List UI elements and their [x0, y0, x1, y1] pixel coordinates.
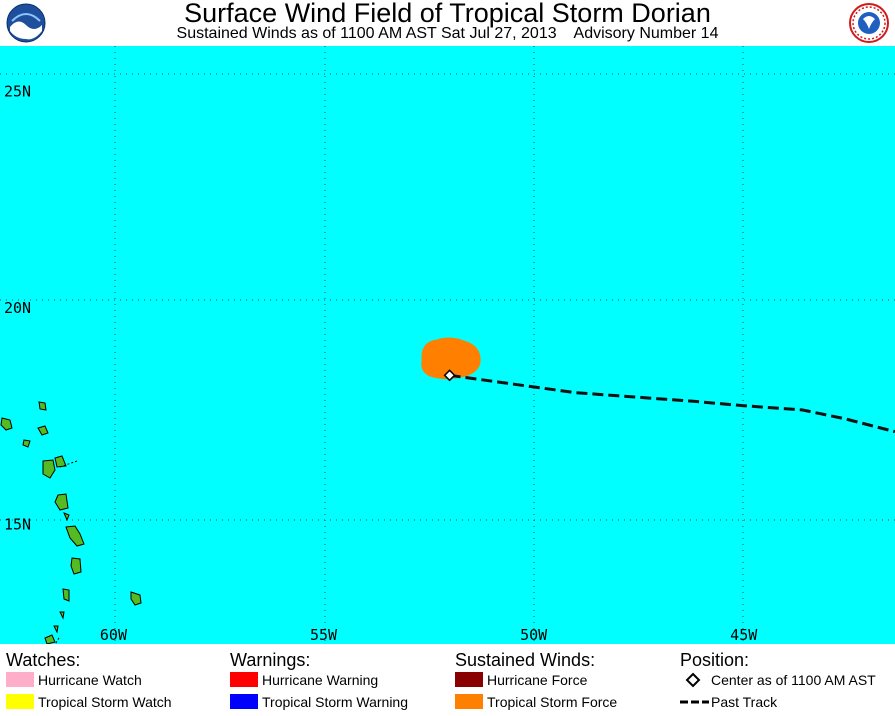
- legend-label: Tropical Storm Watch: [38, 694, 172, 710]
- legend: Watches: Hurricane Watch Tropical Storm …: [0, 644, 895, 716]
- legend-watches-heading: Watches:: [6, 650, 81, 670]
- legend-item-tropical-storm-watch: Tropical Storm Watch: [6, 693, 221, 711]
- swatch-tropical-storm-warning: [230, 694, 258, 709]
- legend-label: Tropical Storm Warning: [262, 694, 409, 710]
- lesser-antilles-islands: [0, 401, 142, 644]
- island-guadeloupe-east: [54, 455, 67, 468]
- page-title: Surface Wind Field of Tropical Storm Dor…: [184, 0, 711, 28]
- island-marie-galante: [63, 512, 70, 522]
- legend-label: Hurricane Watch: [38, 672, 142, 688]
- island-st-vincent: [62, 588, 70, 602]
- island-grenadines-a: [59, 611, 65, 620]
- island-martinique: [65, 525, 85, 547]
- lat-label: 25N: [4, 82, 31, 100]
- diamond-icon: [685, 672, 701, 688]
- lon-label: 60W: [100, 626, 128, 644]
- storm-map: 25N 20N 15N 60W 55W 50W 45W: [0, 46, 895, 644]
- legend-position-heading: Position:: [680, 650, 750, 670]
- swatch-tropical-storm-watch: [6, 694, 34, 709]
- island-barbados: [130, 591, 142, 606]
- legend-label: Past Track: [711, 694, 778, 710]
- legend-item-hurricane-watch: Hurricane Watch: [6, 671, 221, 689]
- nws-logo-icon: [849, 3, 889, 43]
- legend-label: Tropical Storm Force: [487, 694, 618, 710]
- lon-label: 45W: [730, 626, 758, 644]
- lon-label: 55W: [310, 626, 338, 644]
- lat-label: 15N: [4, 516, 31, 534]
- legend-item-tropical-storm-force: Tropical Storm Force: [455, 693, 670, 711]
- lon-label: 50W: [520, 626, 548, 644]
- ts-force-wind-area: [421, 337, 481, 380]
- storm-center-marker: [443, 369, 456, 382]
- legend-item-hurricane-force: Hurricane Force: [455, 671, 670, 689]
- legend-label: Hurricane Force: [487, 672, 588, 688]
- legend-item-past-track: Past Track: [680, 693, 892, 711]
- swatch-tropical-storm-force: [455, 694, 483, 709]
- noaa-logo-icon: [6, 3, 46, 43]
- island-st-lucia: [70, 557, 82, 575]
- longitude-labels: 60W 55W 50W 45W: [100, 626, 758, 644]
- swatch-hurricane-force: [455, 672, 483, 687]
- lat-label: 20N: [4, 299, 31, 317]
- island-grenadines-b: [53, 625, 59, 634]
- island-virgin-islands: [0, 417, 13, 431]
- island-st-kitts: [37, 425, 49, 436]
- legend-winds-heading: Sustained Winds:: [455, 650, 596, 670]
- island-grenada: [44, 634, 56, 644]
- legend-item-center: Center as of 1100 AM AST: [680, 671, 892, 689]
- latitude-labels: 25N 20N 15N: [4, 82, 31, 533]
- legend-warnings-heading: Warnings:: [230, 650, 311, 670]
- island-connector-line: [59, 460, 78, 468]
- tropical-storm-force-wind-field: [421, 337, 481, 380]
- legend-item-hurricane-warning: Hurricane Warning: [230, 671, 445, 689]
- page-subtitle: Sustained Winds as of 1100 AM AST Sat Ju…: [176, 25, 719, 42]
- map-gridlines: [0, 46, 895, 644]
- island-dominica: [54, 493, 69, 511]
- island-montserrat: [22, 439, 31, 448]
- center-diamond-icon: [443, 369, 456, 382]
- swatch-hurricane-watch: [6, 672, 34, 687]
- legend-label: Hurricane Warning: [262, 672, 379, 688]
- header: Surface Wind Field of Tropical Storm Dor…: [0, 0, 895, 46]
- past-track-line: [449, 373, 895, 434]
- legend-item-tropical-storm-warning: Tropical Storm Warning: [230, 693, 445, 711]
- legend-label: Center as of 1100 AM AST: [711, 672, 876, 688]
- island-guadeloupe-west: [42, 459, 56, 479]
- dashed-line-icon: [680, 700, 709, 704]
- island-connector-line-south: [54, 635, 61, 644]
- island-anguilla: [38, 401, 47, 411]
- swatch-hurricane-warning: [230, 672, 258, 687]
